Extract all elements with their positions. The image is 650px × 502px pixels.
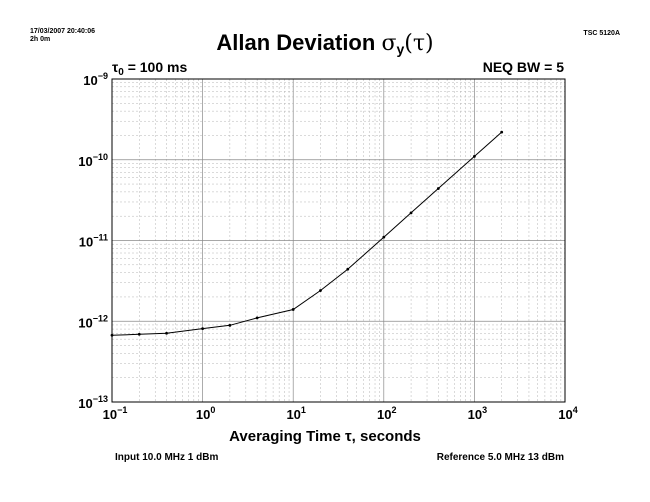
data-point: [291, 308, 295, 311]
duration: 2h 0m: [30, 36, 51, 43]
tau0-label: τ0 = 100 ms: [112, 59, 187, 78]
data-point: [110, 333, 114, 337]
data-point: [409, 211, 413, 215]
tau-value: = 100 ms: [123, 59, 188, 75]
tau-symbol: τ: [112, 59, 119, 75]
data-point: [165, 331, 168, 335]
title-subscript: y: [396, 41, 405, 57]
x-tick-label: 103: [468, 405, 487, 422]
data-point: [137, 332, 141, 336]
y-tick-label: 10−13: [78, 394, 108, 411]
x-tick-label: 10−1: [103, 405, 128, 422]
grid: [111, 79, 565, 403]
x-tick-label: 102: [377, 405, 396, 422]
input-info: Input 10.0 MHz 1 dBm: [115, 452, 219, 463]
x-tick-label: 104: [558, 405, 577, 422]
data-point: [319, 289, 322, 292]
y-tick-label: 10−11: [79, 233, 108, 250]
data-point: [500, 130, 504, 134]
chart-title: Allan Deviation σy(τ): [0, 30, 650, 57]
y-tick-label: 10−9: [83, 71, 108, 88]
y-tick-label: 10−10: [78, 152, 108, 169]
title-text: Allan Deviation: [216, 30, 382, 55]
timestamp: 17/03/2007 20:40:06: [30, 28, 95, 35]
tau-subscript: 0: [118, 67, 124, 78]
plot-frame: [111, 78, 566, 403]
data-point: [436, 187, 440, 190]
data-point: [201, 327, 205, 331]
reference-info: Reference 5.0 MHz 13 dBm: [436, 452, 564, 463]
instrument-label: TSC 5120A: [583, 30, 620, 37]
data-point: [473, 155, 476, 158]
neq-bw-label: NEQ BW = 5: [482, 59, 564, 75]
x-tick-label: 100: [196, 405, 215, 422]
data-point: [382, 235, 386, 239]
tick-labels: 10−1 100 101 102 103 104 10−13 10−12 10−11 10−10 1…: [78, 71, 577, 422]
data-point: [255, 316, 259, 320]
title-tau: (τ): [404, 31, 434, 56]
data-point: [228, 323, 232, 327]
y-tick-label: 10−12: [78, 313, 108, 330]
data-point: [346, 267, 350, 271]
x-tick-label: 101: [286, 405, 305, 422]
series-line: [111, 131, 503, 336]
x-axis-label: Averaging Time τ, seconds: [229, 428, 421, 445]
title-sigma: σ: [381, 31, 397, 56]
data-points: [110, 130, 504, 337]
